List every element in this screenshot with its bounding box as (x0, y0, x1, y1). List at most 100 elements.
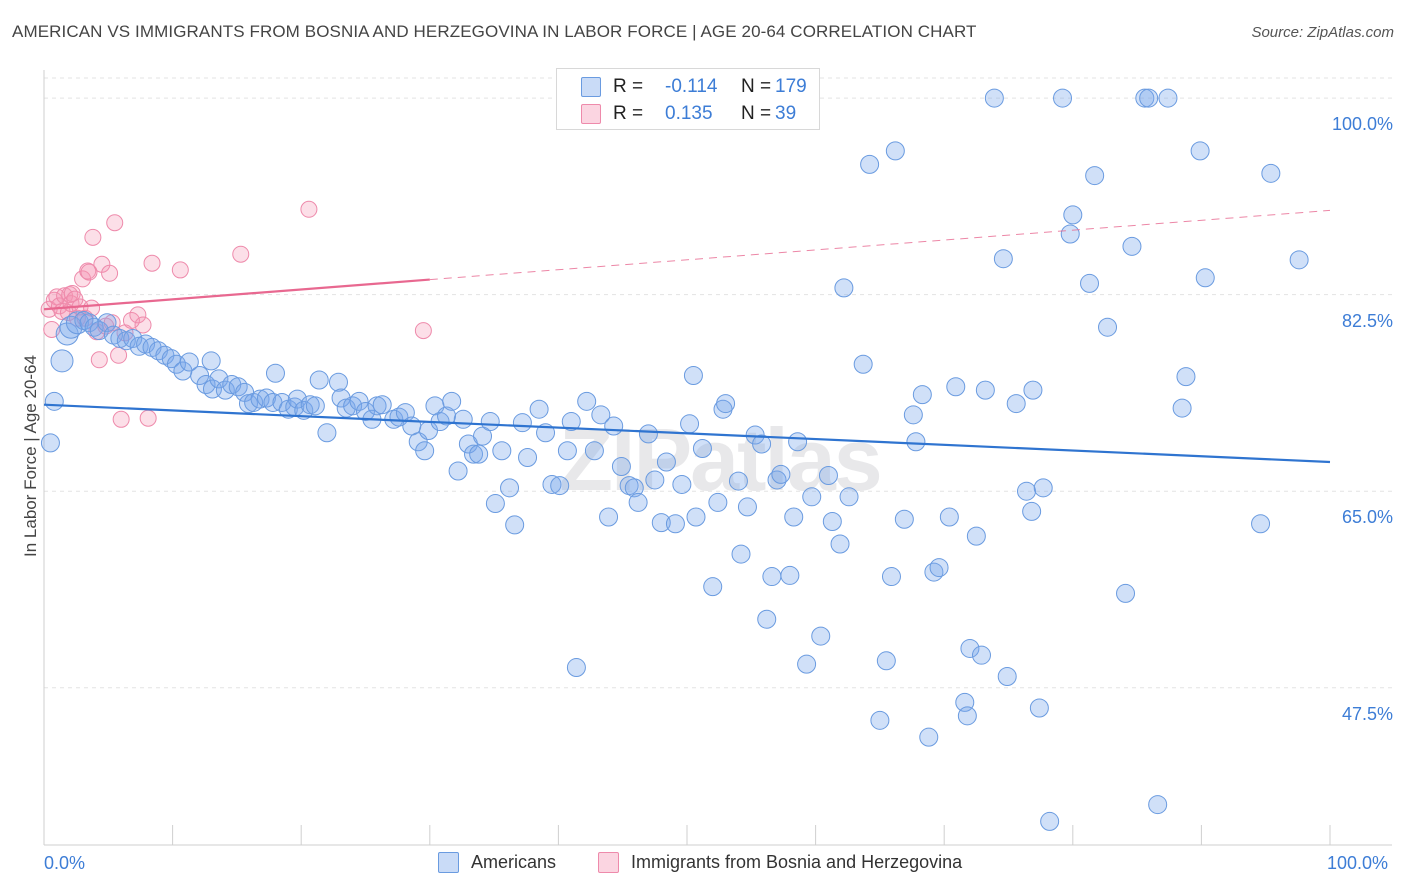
data-point-americans (1029, 698, 1049, 718)
source-label: Source: ZipAtlas.com (1251, 24, 1394, 41)
data-point-americans (287, 389, 307, 409)
series-legend: Americans Immigrants from Bosnia and Her… (0, 852, 1406, 878)
data-point-americans (1033, 478, 1053, 498)
data-point-americans (1023, 380, 1043, 400)
data-point-americans (505, 515, 525, 535)
data-point-americans (331, 388, 351, 408)
legend-label-americans: Americans (471, 852, 557, 872)
data-point-americans (853, 354, 873, 374)
data-point-immigrants (129, 306, 147, 324)
data-point-americans (802, 487, 822, 507)
legend-n-value: 179 (775, 76, 807, 97)
data-point-americans (566, 658, 586, 678)
data-point-americans (512, 413, 532, 433)
legend-item-americans: Americans (438, 852, 556, 873)
data-point-americans (1098, 317, 1118, 337)
data-point-americans (984, 88, 1004, 108)
data-point-americans (752, 434, 772, 454)
data-point-immigrants (90, 351, 108, 369)
y-tick-label: 100.0% (1331, 114, 1393, 135)
data-point-americans (1261, 163, 1281, 183)
data-point-americans (894, 509, 914, 529)
data-point-americans (686, 507, 706, 527)
data-point-americans (834, 278, 854, 298)
data-point-americans (619, 476, 639, 496)
data-point-americans (437, 406, 457, 426)
data-point-americans (780, 565, 800, 585)
data-point-immigrants (414, 322, 432, 340)
data-point-americans (464, 444, 484, 464)
data-point-americans (762, 567, 782, 587)
watermark: ZIPatlas (559, 410, 880, 509)
series-americans (40, 88, 1309, 831)
legend-swatch-blue (581, 77, 601, 97)
data-point-americans (728, 471, 748, 491)
trend-line-americans (43, 403, 1331, 464)
y-tick-label: 65.0% (1341, 507, 1393, 528)
legend-r-value: 0.135 (665, 103, 713, 124)
data-point-americans (485, 494, 505, 514)
data-point-americans (561, 412, 581, 432)
data-point-americans (492, 441, 512, 461)
data-point-americans (683, 366, 703, 386)
data-point-americans (1116, 583, 1136, 603)
data-point-americans (885, 141, 905, 161)
data-point-americans (550, 476, 570, 496)
chart-title: AMERICAN VS IMMIGRANTS FROM BOSNIA AND H… (12, 22, 977, 41)
data-point-americans (788, 432, 808, 452)
data-point-americans (84, 317, 104, 337)
legend-n-label: N = (741, 76, 772, 97)
data-point-americans (356, 401, 375, 421)
legend-r-label: R = (613, 103, 644, 124)
data-point-immigrants (300, 200, 318, 218)
data-point-americans (1176, 367, 1196, 387)
data-point-americans (349, 391, 369, 411)
data-point-americans (716, 394, 736, 414)
data-point-americans (453, 409, 473, 429)
data-point-immigrants (139, 409, 157, 427)
legend-n-label: N = (741, 103, 772, 124)
data-point-americans (906, 432, 926, 452)
data-point-americans (997, 667, 1017, 687)
data-point-americans (97, 313, 117, 333)
data-point-americans (822, 512, 842, 532)
data-point-immigrants (134, 316, 152, 334)
data-point-immigrants (232, 245, 250, 263)
data-point-americans (161, 349, 181, 369)
data-point-americans (645, 470, 665, 490)
legend-row-americans: R = -0.114 N = 179 (581, 75, 807, 99)
data-point-americans (74, 310, 94, 330)
data-point-americans (939, 507, 959, 527)
legend-swatch-pink (581, 104, 601, 124)
legend-swatch-blue (438, 852, 459, 873)
data-point-americans (529, 399, 549, 419)
data-point-americans (975, 380, 995, 400)
data-point-americans (797, 654, 817, 674)
data-point-americans (328, 372, 348, 392)
data-point-americans (179, 352, 199, 372)
data-point-americans (966, 526, 986, 546)
data-point-americans (415, 441, 435, 461)
data-point-americans (971, 645, 991, 665)
data-point-americans (757, 609, 777, 629)
data-point-americans (309, 370, 329, 390)
data-point-americans (201, 351, 221, 371)
data-point-americans (839, 487, 859, 507)
data-point-americans (1122, 236, 1142, 256)
data-point-americans (89, 321, 109, 341)
data-point-americans (680, 414, 700, 434)
data-point-immigrants (80, 263, 98, 281)
data-point-americans (651, 513, 671, 533)
data-point-americans (638, 424, 658, 444)
data-point-americans (628, 492, 648, 512)
data-point-americans (784, 507, 804, 527)
data-point-immigrants (112, 410, 130, 428)
data-point-americans (1289, 250, 1309, 270)
data-point-americans (317, 423, 337, 443)
data-point-americans (542, 474, 562, 494)
data-point-americans (1080, 273, 1100, 293)
data-point-americans (692, 439, 712, 459)
data-point-immigrants (106, 214, 124, 232)
data-point-americans (500, 478, 520, 498)
legend-label-immigrants: Immigrants from Bosnia and Herzegovina (631, 852, 963, 872)
